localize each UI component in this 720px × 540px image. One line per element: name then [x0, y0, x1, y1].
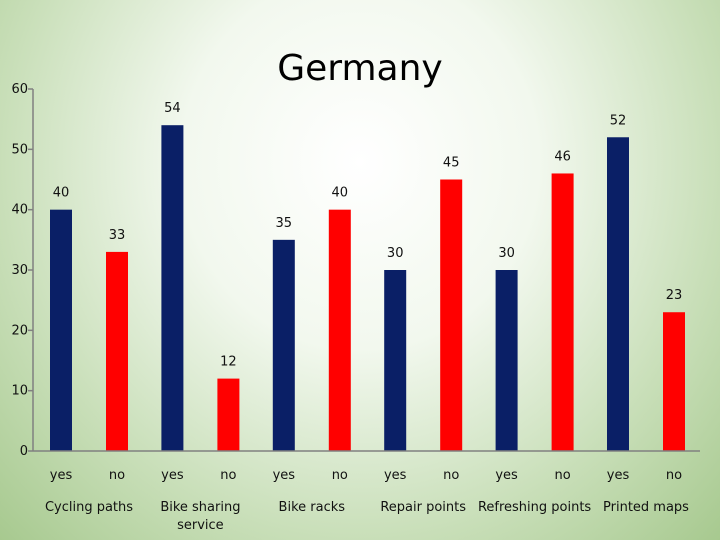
x-sub-label: no: [443, 468, 459, 483]
x-category-label: Bike racks: [279, 500, 346, 515]
y-tick-label: 40: [11, 203, 28, 218]
data-label: 30: [498, 246, 515, 261]
x-sub-label: yes: [161, 468, 184, 483]
data-label: 35: [276, 216, 293, 231]
data-label: 12: [220, 355, 237, 370]
bar-yes: [50, 209, 72, 451]
y-tick-label: 60: [11, 82, 28, 97]
x-category-label: Printed maps: [603, 500, 689, 515]
x-sub-label: no: [109, 468, 125, 483]
bars: [50, 125, 685, 451]
bar-no: [440, 179, 463, 451]
x-sub-label: no: [332, 468, 348, 483]
y-tick-label: 30: [11, 263, 28, 278]
y-tick-label: 20: [11, 323, 28, 338]
data-label: 33: [109, 228, 126, 243]
bar-yes: [495, 270, 518, 451]
data-label: 23: [666, 288, 683, 303]
x-axis: yes no Cycling paths yes no Bike sharing servi…: [33, 450, 700, 533]
bar-yes: [607, 137, 629, 451]
x-sub-label: yes: [495, 468, 518, 483]
bar-no: [328, 209, 351, 451]
x-category-label: Repair points: [380, 500, 466, 515]
bar-no: [217, 378, 240, 451]
chart-title: Germany: [277, 48, 442, 89]
bar-no: [106, 251, 128, 451]
x-category-label: service: [177, 518, 224, 533]
bar-no: [663, 312, 685, 451]
x-sub-label: yes: [273, 468, 296, 483]
bar-yes: [272, 239, 295, 451]
y-axis: 0 10 20 30 40 50 60: [11, 82, 34, 459]
y-tick-label: 10: [11, 384, 28, 399]
x-category-label: Refreshing points: [478, 500, 591, 515]
x-sub-label: yes: [50, 468, 73, 483]
bar-no: [551, 173, 574, 451]
y-tick-label: 0: [20, 444, 28, 459]
data-label: 54: [164, 101, 181, 116]
data-label: 30: [387, 246, 404, 261]
x-category-label: Bike sharing: [160, 500, 240, 515]
x-sub-label: no: [666, 468, 682, 483]
x-sub-label: yes: [384, 468, 407, 483]
data-label: 40: [332, 186, 349, 201]
x-sub-label: no: [554, 468, 570, 483]
bar-yes: [384, 270, 407, 451]
y-tick-label: 50: [11, 142, 28, 157]
data-label: 40: [53, 186, 70, 201]
data-label: 45: [443, 156, 460, 171]
data-labels: 40 33 54 12 35 40 30 45 30 46 52 23: [53, 101, 683, 369]
bar-yes: [161, 125, 184, 451]
data-label: 46: [554, 149, 571, 164]
data-label: 52: [610, 113, 627, 128]
x-sub-label: no: [220, 468, 236, 483]
x-sub-label: yes: [607, 468, 630, 483]
x-category-label: Cycling paths: [45, 500, 133, 515]
